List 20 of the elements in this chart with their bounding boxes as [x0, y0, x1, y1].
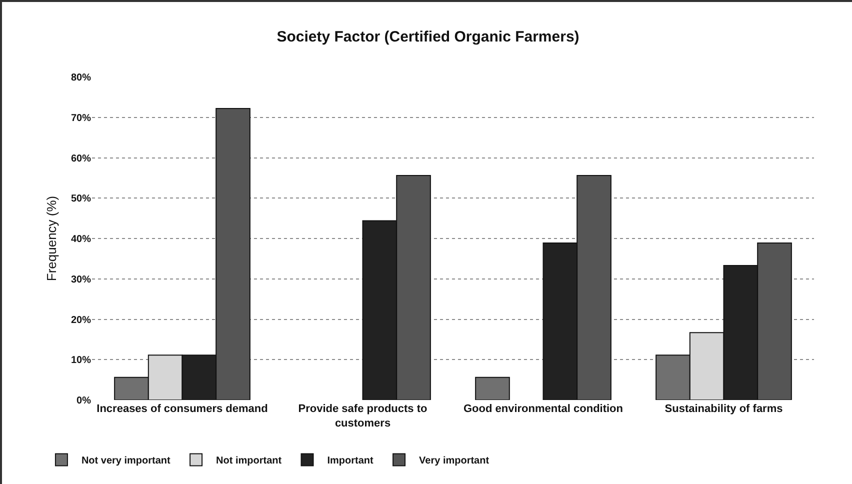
y-tick-label: 60%: [70, 153, 92, 164]
y-tick-label: 20%: [70, 314, 92, 326]
legend-label: Not very important: [81, 456, 172, 467]
y-tick-label: 40%: [70, 234, 92, 245]
y-tick-label: 50%: [70, 194, 92, 205]
x-tick-label: Good environmental condition: [464, 403, 624, 415]
bar: [475, 376, 510, 400]
y-tick-label: 70%: [70, 112, 92, 124]
y-axis-title: Frequency (%): [44, 196, 59, 282]
y-tick-label: 80%: [70, 72, 92, 84]
y-tick-label: 0%: [76, 396, 92, 406]
legend-label: Important: [327, 456, 374, 467]
legend-label: Not important: [216, 456, 282, 467]
y-tick-label: 30%: [70, 274, 92, 286]
x-tick-label: Provide safe products to customers: [298, 403, 428, 430]
y-tick-label: 10%: [70, 355, 92, 366]
chart-title: Society Factor (Certified Organic Farmers): [276, 28, 580, 46]
x-tick-label: Sustainability of farms: [664, 403, 783, 415]
legend-label: Very important: [419, 456, 490, 467]
x-tick-label: Increases of consumers demand: [96, 403, 268, 415]
